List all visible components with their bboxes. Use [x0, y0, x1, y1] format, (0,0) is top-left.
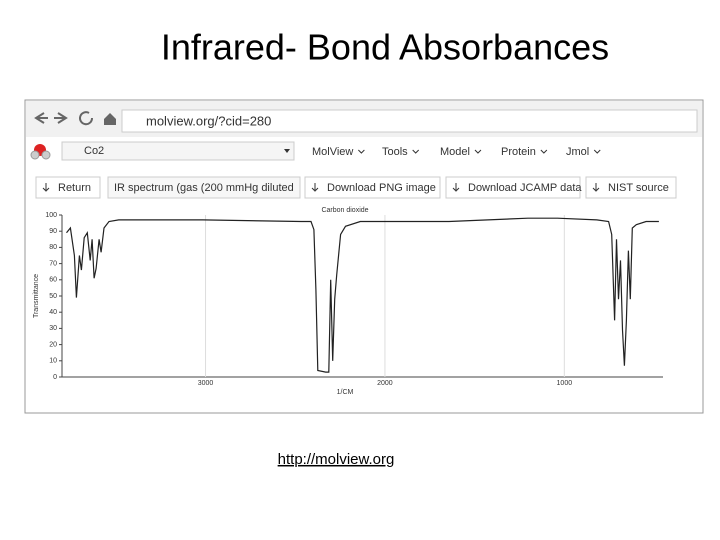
y-tick-label: 0	[53, 374, 57, 381]
logo	[30, 150, 40, 160]
menu-item[interactable]: Tools	[382, 146, 408, 158]
menu-item[interactable]: MolView	[312, 146, 353, 158]
y-tick-label: 100	[45, 212, 57, 219]
y-tick-label: 20	[49, 341, 57, 348]
x-axis-label: 1/CM	[337, 389, 354, 396]
search-text: Co2	[84, 145, 104, 157]
y-tick-label: 30	[49, 325, 57, 332]
button-icon	[592, 183, 600, 192]
x-tick-label: 3000	[198, 380, 214, 387]
menu-item[interactable]: Protein	[501, 146, 536, 158]
menu-item[interactable]: Jmol	[566, 146, 589, 158]
y-tick-label: 40	[49, 309, 57, 316]
menu-caret	[412, 149, 420, 154]
menu-caret	[540, 149, 548, 154]
home-icon	[104, 113, 116, 125]
x-tick-label: 1000	[557, 380, 573, 387]
address-bar	[121, 109, 698, 133]
button-icon	[311, 183, 319, 192]
button-icon	[42, 183, 50, 192]
y-tick-label: 10	[49, 358, 57, 365]
button[interactable]	[445, 176, 581, 199]
url: molview.org/?cid=280	[146, 113, 271, 128]
y-axis-label: Transmittance	[33, 274, 40, 318]
button-label: NIST source	[608, 182, 669, 194]
chart-title: Carbon dioxide	[321, 207, 368, 214]
y-tick-label: 90	[49, 228, 57, 235]
menu-caret	[593, 149, 601, 154]
button[interactable]	[107, 176, 301, 199]
menu-caret	[474, 149, 482, 154]
slide-title: Infrared- Bond Absorbances	[161, 27, 609, 68]
nav-arrows	[34, 112, 68, 124]
link[interactable]: http://molview.org	[278, 451, 395, 468]
x-tick-label: 2000	[377, 380, 393, 387]
button[interactable]	[585, 176, 677, 199]
y-tick-label: 50	[49, 293, 57, 300]
button-label: Return	[58, 182, 91, 194]
search-box[interactable]	[61, 141, 295, 161]
button-label: Download PNG image	[327, 182, 436, 194]
menu-caret	[358, 149, 365, 154]
button[interactable]	[304, 176, 441, 199]
y-tick-label: 80	[49, 244, 57, 251]
y-tick-label: 70	[49, 260, 57, 267]
button-label: IR spectrum (gas (200 mmHg diluted	[114, 182, 294, 194]
dropdown-arrow	[284, 149, 290, 153]
spectrum-line	[66, 217, 659, 373]
button-icon	[452, 183, 460, 192]
logo	[41, 150, 51, 160]
reload-icon	[79, 111, 94, 126]
button[interactable]	[35, 176, 101, 199]
link-text[interactable]: http://molview.org	[278, 451, 395, 468]
button-label: Download JCAMP data	[468, 182, 582, 194]
y-tick-label: 60	[49, 277, 57, 284]
menu-item[interactable]: Model	[440, 146, 470, 158]
